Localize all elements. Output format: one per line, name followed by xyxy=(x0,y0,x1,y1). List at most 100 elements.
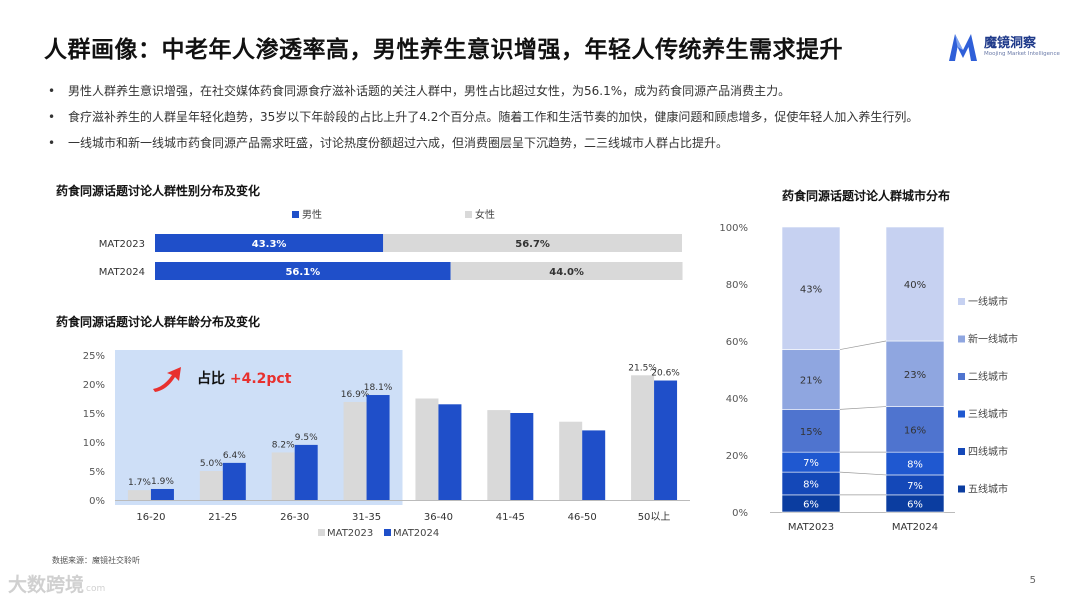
watermark-text: 大数跨境 xyxy=(8,574,85,596)
data-label: 6% xyxy=(907,499,923,510)
bar-segment xyxy=(155,234,384,252)
gender-chart-title: 药食同源话题讨论人群性别分布及变化 xyxy=(56,184,261,198)
legend-swatch xyxy=(958,298,965,305)
data-label: 21.5% xyxy=(628,363,657,373)
y-tick-label: 0% xyxy=(732,508,748,519)
legend-swatch xyxy=(318,529,325,536)
legend-swatch xyxy=(292,211,299,218)
y-tick-label: 80% xyxy=(726,280,748,291)
data-label: 1.7% xyxy=(128,478,151,488)
data-label: 6.4% xyxy=(223,451,246,461)
data-label: 15% xyxy=(800,427,822,438)
y-tick-label: 60% xyxy=(726,337,748,348)
data-label: 23% xyxy=(904,370,926,381)
x-tick-label: 31-35 xyxy=(352,512,381,523)
legend-label: 女性 xyxy=(475,208,495,221)
bar-segment xyxy=(781,409,841,453)
bar xyxy=(654,380,678,500)
age-chart-title: 药食同源话题讨论人群年龄分布及变化 xyxy=(56,315,261,329)
logo-name: 魔镜洞察 xyxy=(984,36,1037,51)
legend-swatch xyxy=(465,211,472,218)
y-tick-label: 40% xyxy=(726,394,748,405)
data-label: 43% xyxy=(800,284,822,295)
x-tick-label: MAT2024 xyxy=(892,522,938,533)
data-label: 40% xyxy=(904,280,926,291)
watermark-domain: com xyxy=(86,584,106,594)
moojing-logo-icon xyxy=(949,34,977,61)
summary-bullets: 男性人群养生意识增强，在社交媒体药食同源食疗滋补话题的关注人群中，男性占比超过女… xyxy=(48,78,1048,156)
legend-swatch xyxy=(958,335,965,343)
bar xyxy=(415,398,439,500)
bar xyxy=(438,404,462,500)
category-label: MAT2024 xyxy=(99,267,145,278)
y-tick-label: 10% xyxy=(83,438,105,449)
bar xyxy=(631,375,655,500)
y-tick-label: 5% xyxy=(89,467,105,478)
legend-label: 新一线城市 xyxy=(968,333,1018,346)
data-label: 5.0% xyxy=(200,459,223,469)
data-label: 8.2% xyxy=(272,440,295,450)
y-tick-label: 20% xyxy=(726,451,748,462)
connector-line xyxy=(839,471,887,476)
data-source: 数据来源：魔镜社交聆听 xyxy=(52,556,140,565)
bar xyxy=(222,462,246,500)
bar xyxy=(366,395,390,500)
data-label: 56.1% xyxy=(285,267,320,278)
bar xyxy=(559,421,583,500)
legend-label: 三线城市 xyxy=(968,408,1008,421)
legend-label: MAT2023 xyxy=(327,528,373,539)
bar xyxy=(150,488,174,500)
bar xyxy=(582,430,606,500)
bar xyxy=(199,471,223,500)
bar-segment xyxy=(781,226,841,350)
bullet-item: 男性人群养生意识增强，在社交媒体药食同源食疗滋补话题的关注人群中，男性占比超过女… xyxy=(48,78,1048,104)
x-tick-label: 26-30 xyxy=(280,512,309,523)
bullet-item: 一线城市和新一线城市药食同源产品需求旺盛，讨论热度份额超过六成，但消费圈层呈下沉… xyxy=(48,130,1048,156)
data-label: 7% xyxy=(907,481,923,492)
brand-logo: 魔镜洞察 Moojing Market Intelligence xyxy=(946,30,1066,66)
data-label: 16% xyxy=(904,425,926,436)
legend-label: 五线城市 xyxy=(968,483,1008,496)
watermark: 大数跨境 com xyxy=(8,570,105,597)
data-label: 20.6% xyxy=(651,369,680,379)
highlight-label: 占比 +4.2pct xyxy=(197,368,291,388)
data-label: 56.7% xyxy=(515,239,550,250)
y-tick-label: 20% xyxy=(83,380,105,391)
data-label: 6% xyxy=(803,499,819,510)
connector-line xyxy=(839,406,887,410)
bar xyxy=(271,452,295,500)
bar-segment xyxy=(885,340,945,407)
bar-segment xyxy=(155,262,451,280)
legend-label: MAT2024 xyxy=(393,528,439,539)
legend-label: 男性 xyxy=(302,208,322,221)
bullet-item: 食疗滋补养生的人群呈年轻化趋势，35岁以下年龄段的占比上升了4.2个百分点。随着… xyxy=(48,104,1048,130)
data-label: 44.0% xyxy=(549,267,584,278)
legend-swatch xyxy=(958,373,965,380)
connector-line xyxy=(839,340,887,350)
data-label: 8% xyxy=(803,480,819,491)
legend-label: 一线城市 xyxy=(968,295,1008,308)
data-label: 21% xyxy=(800,375,822,386)
legend-swatch xyxy=(958,485,965,493)
x-tick-label: MAT2023 xyxy=(788,522,834,533)
bar-segment xyxy=(885,406,945,453)
data-label: 43.3% xyxy=(252,239,287,250)
bar xyxy=(487,410,511,500)
y-tick-label: 0% xyxy=(89,496,105,507)
data-label: 1.9% xyxy=(151,477,174,487)
x-tick-label: 41-45 xyxy=(496,512,525,523)
logo-subtitle: Moojing Market Intelligence xyxy=(984,51,1060,57)
bar-segment xyxy=(383,234,682,252)
trend-up-arrow-icon xyxy=(150,365,186,393)
y-tick-label: 100% xyxy=(719,223,748,234)
data-label: 18.1% xyxy=(364,383,393,393)
bar-segment xyxy=(885,226,945,342)
highlight-prefix: 占比 xyxy=(197,371,230,387)
page-number: 5 xyxy=(1029,575,1036,586)
legend-label: 四线城市 xyxy=(968,445,1008,458)
page-title: 人群画像：中老年人渗透率高，男性养生意识增强，年轻人传统养生需求提升 xyxy=(44,37,843,63)
x-tick-label: 46-50 xyxy=(568,512,597,523)
bar xyxy=(510,413,534,500)
data-label: 16.9% xyxy=(341,390,370,400)
